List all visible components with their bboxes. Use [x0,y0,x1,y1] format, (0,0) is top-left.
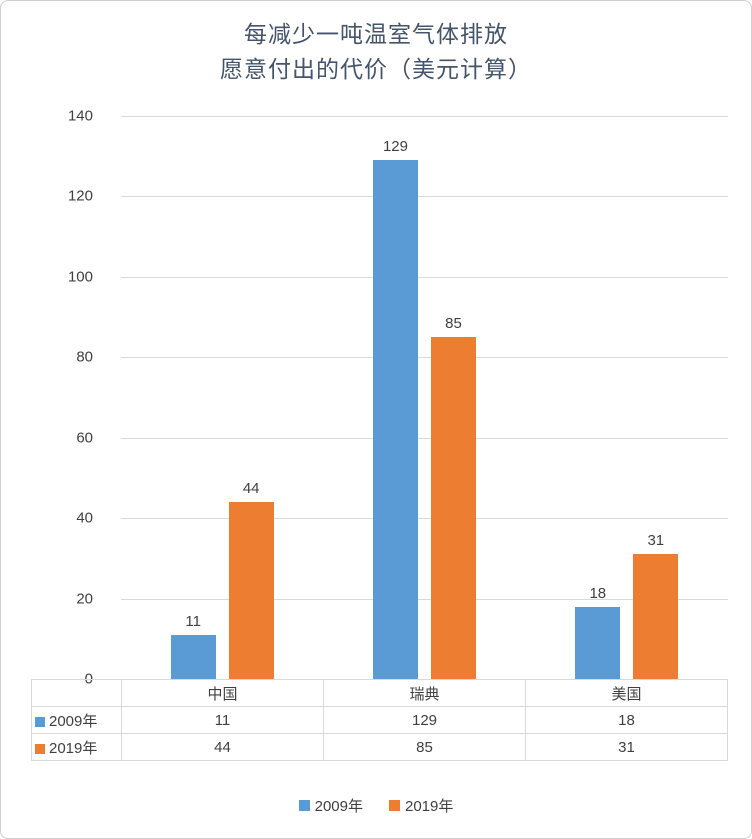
bar-value-label: 18 [589,584,607,602]
table-category-美国: 美国 [525,679,728,707]
table-category-中国: 中国 [121,679,324,707]
table-category-瑞典: 瑞典 [323,679,526,707]
y-tick-label-100: 100 [67,268,93,286]
y-tick-label-120: 120 [67,187,93,205]
y-axis-labels: 0 20 40 60 80 100 120 140 [1,108,107,688]
table-row-categories: 中国 瑞典 美国 [31,679,728,707]
chart-title-line1: 每减少一吨温室气体排放 [244,21,508,47]
data-table: 中国 瑞典 美国 2009年 11 129 18 2019年 44 85 31 [31,679,728,761]
y-tick-label-140: 140 [67,107,93,125]
bar-value-label: 11 [185,612,201,630]
bar-group-瑞典: 129 85 [323,116,525,679]
bar-2009年-瑞典 [372,160,418,679]
series-name: 2009年 [49,712,98,730]
legend-key-icon [389,800,400,811]
chart-legend: 2009年 2019年 [1,795,751,816]
gridline-40 [121,518,728,520]
bar-value-label: 85 [445,315,462,333]
barwrap-2019年-美国: 31 [633,116,679,679]
table-value-2009年-中国: 11 [121,706,324,734]
bar-2009年-美国 [575,606,621,679]
y-tick-label-60: 60 [76,429,93,447]
table-value-2019年-瑞典: 85 [323,733,526,761]
y-tick-label-20: 20 [76,590,93,608]
table-row-2019年: 2019年 44 85 31 [31,733,728,761]
legend-label: 2019年 [405,798,454,815]
table-corner-cell [31,679,122,707]
barwrap-2009年-瑞典: 129 [372,116,418,679]
chart-title: 每减少一吨温室气体排放 愿意付出的代价（美元计算） [1,17,751,87]
barwrap-2009年-美国: 18 [575,116,621,679]
gridline-120 [121,196,728,198]
legend-item-2009年: 2009年 [298,795,363,816]
legend-item-2019年: 2019年 [389,795,453,816]
bar-value-label: 31 [647,532,665,550]
plot-area: 11 44 129 85 18 31 [121,116,728,680]
table-value-2009年-瑞典: 129 [323,706,526,734]
barwrap-2019年-中国: 44 [228,116,274,679]
bar-group-中国: 11 44 [121,116,323,679]
table-value-2019年-中国: 44 [121,733,324,761]
gridline-80 [121,357,728,359]
table-value-2019年-美国: 31 [525,733,728,761]
series-key-icon [35,743,45,754]
bar-2019年-美国 [633,554,679,679]
legend-label: 2009年 [314,798,363,815]
bar-group-美国: 18 31 [526,116,728,679]
legend-key-icon [298,800,310,811]
y-tick-label-80: 80 [76,348,93,366]
series-key-icon [35,716,45,727]
table-series-label-2009年: 2009年 [31,706,122,734]
gridline-60 [121,437,728,439]
gridline-20 [121,598,728,600]
table-value-2009年-美国: 18 [525,706,728,734]
series-name: 2019年 [49,739,98,757]
bar-2019年-中国 [228,502,274,679]
chart-title-line2: 愿意付出的代价（美元计算） [220,56,532,82]
table-series-label-2019年: 2019年 [31,733,122,761]
y-tick-label-40: 40 [76,509,93,527]
table-row-2009年: 2009年 11 129 18 [31,706,728,734]
barwrap-2009年-中国: 11 [170,116,216,679]
barwrap-2019年-瑞典: 85 [430,116,476,679]
gridline-100 [121,276,728,278]
gridline-140 [121,116,728,117]
bar-value-label: 129 [382,138,408,156]
bar-value-label: 44 [242,480,260,498]
bar-2009年-中国 [170,634,216,679]
bar-2019年-瑞典 [430,337,476,679]
